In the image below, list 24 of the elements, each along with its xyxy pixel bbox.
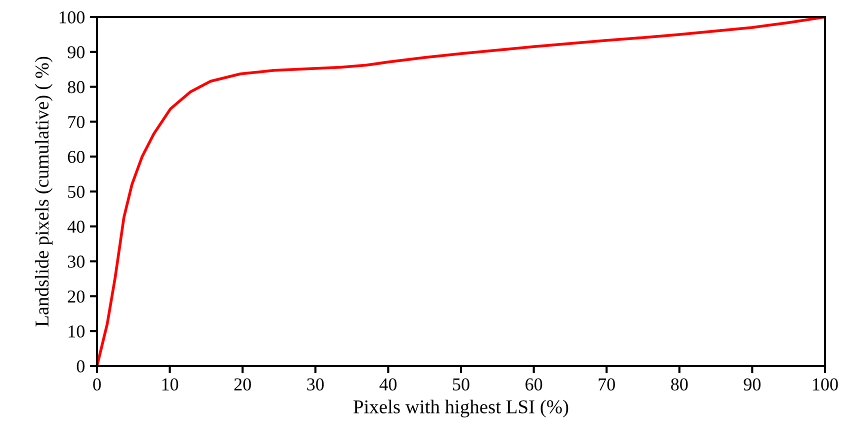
x-tick-label: 70 [598,378,615,391]
y-tick-label: 0 [76,360,85,372]
y-tick-label: 100 [60,11,85,24]
x-axis-title: Pixels with highest LSI (%) [354,400,568,418]
y-tick-label: 30 [68,256,85,268]
y-tick-label: 40 [67,220,85,233]
y-axis-title: Landslide pixels (cumulative) ( %) [34,56,53,326]
x-tick-label: 40 [380,378,397,391]
x-tick-label: 60 [526,378,542,391]
x-tick-label: 80 [671,378,688,391]
x-tick-label: 90 [744,378,761,391]
x-tick-label: 20 [234,378,251,391]
x-tick-label: 50 [453,378,470,391]
y-tick-label: 10 [68,325,85,338]
y-tick-label: 70 [68,116,85,128]
x-tick-label: 30 [307,378,324,391]
y-tick-label: 60 [68,150,85,164]
y-tick-label: 50 [68,186,85,198]
x-tick-label: 100 [813,378,838,391]
x-tick-label: 0 [93,378,101,391]
y-tick-label: 20 [68,290,85,303]
y-tick-label: 90 [68,46,85,58]
x-tick-label: 10 [162,378,178,391]
y-tick-label: 80 [68,81,85,94]
